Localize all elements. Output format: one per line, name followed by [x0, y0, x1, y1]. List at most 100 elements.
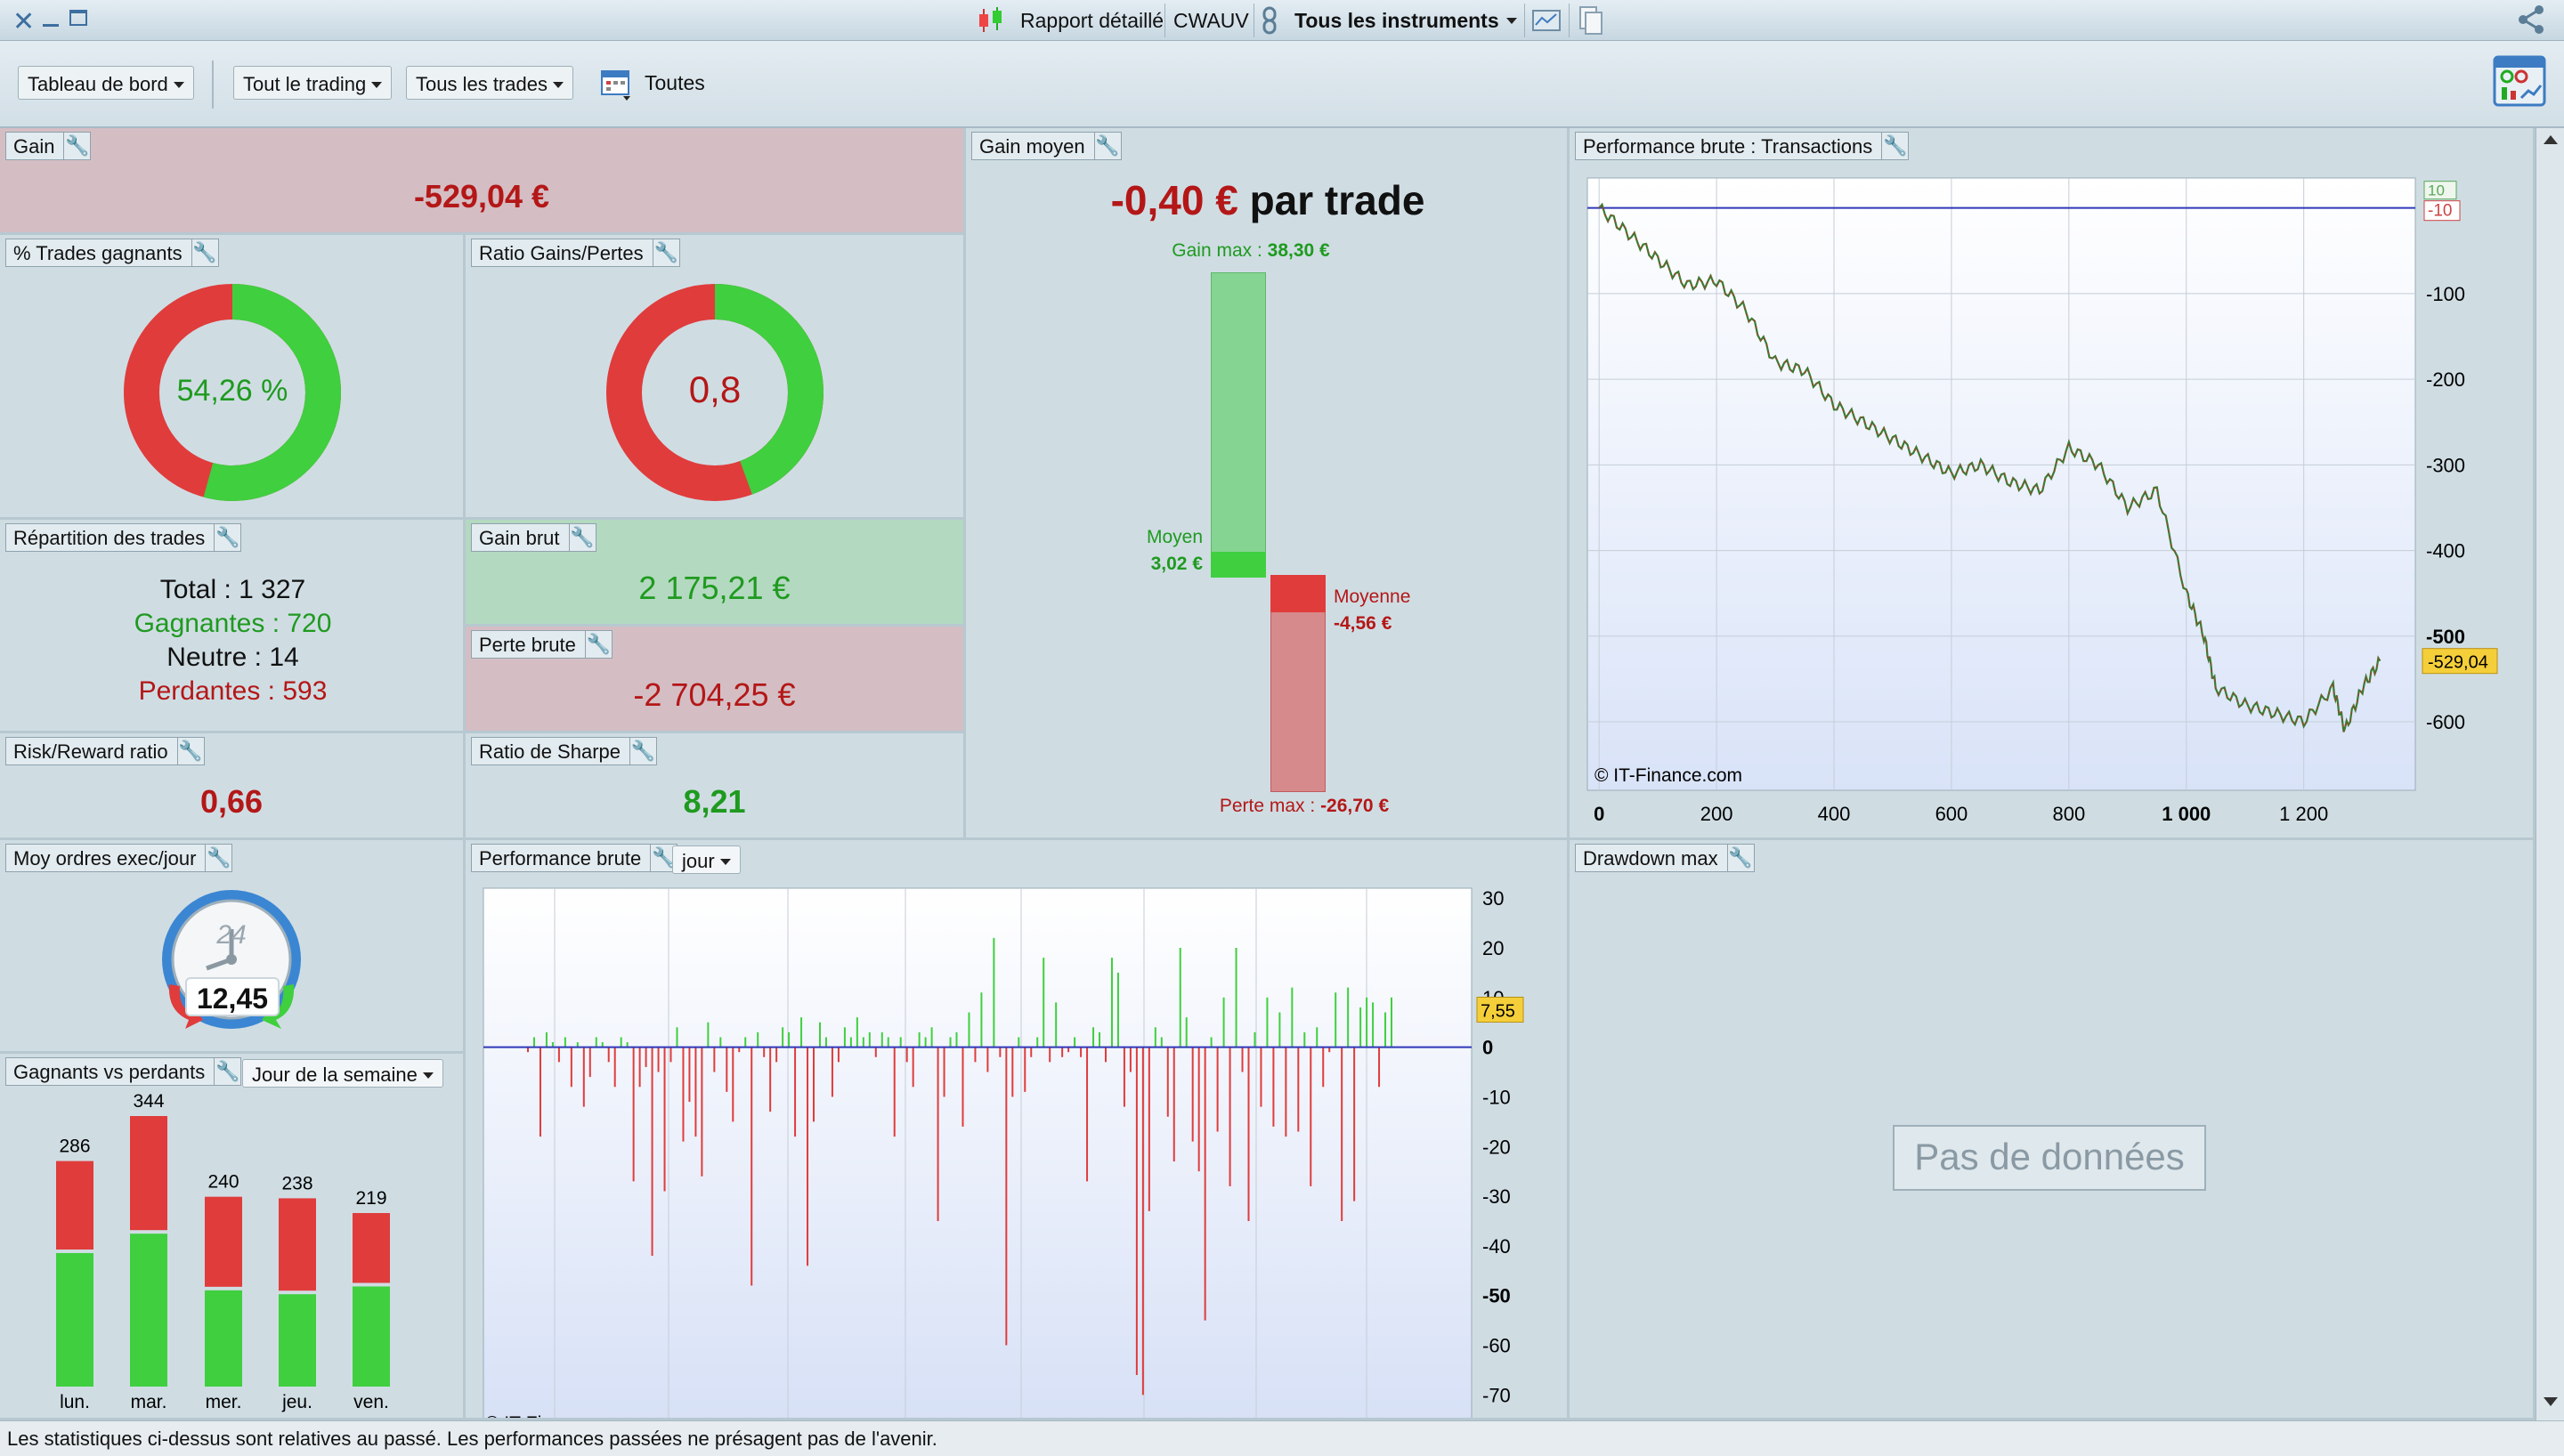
wrench-icon[interactable]: 🔧	[653, 239, 680, 267]
perte-brute-panel: Perte brute 🔧 -2 704,25 €	[466, 627, 966, 733]
gain-moyen-title: Gain moyen	[971, 132, 1095, 160]
loss-bar	[56, 1161, 93, 1250]
instruments-dropdown[interactable]: Tous les instruments	[1294, 9, 1517, 33]
maximize-icon[interactable]	[69, 10, 87, 26]
win-bar	[205, 1290, 242, 1387]
sharpe-value: 8,21	[683, 783, 746, 820]
rr-value: 0,66	[199, 783, 264, 820]
repartition-neutre: Neutre : 14	[166, 643, 299, 672]
gvp-chart: 286 lun. 344 mar. 240 mer. 238 jeu. 219 ven.	[56, 1093, 390, 1412]
scroll-down-icon[interactable]	[2544, 1397, 2558, 1406]
perf-trans-header: Performance brute : Transactions 🔧	[1575, 132, 1910, 160]
chart-window-icon[interactable]	[1531, 7, 1562, 34]
wrench-icon[interactable]: 🔧	[1882, 132, 1910, 160]
wrench-icon[interactable]: 🔧	[177, 737, 205, 765]
detailed-report-button[interactable]: Rapport détaillé	[1020, 9, 1164, 32]
minimize-icon[interactable]	[43, 24, 59, 27]
moyenne-label: Moyenne	[1334, 586, 1411, 607]
clock-icon	[162, 890, 301, 1029]
perte-max-text: Perte max :	[1219, 796, 1321, 816]
sharpe-panel: Ratio de Sharpe 🔧 8,21	[466, 733, 966, 840]
period-dropdown[interactable]: jour	[672, 845, 741, 874]
wrench-icon[interactable]: 🔧	[1094, 132, 1122, 160]
wrench-icon[interactable]: 🔧	[215, 523, 242, 552]
trading-label: Tout le trading	[243, 73, 367, 95]
category-label: mar.	[131, 1392, 167, 1412]
moyen-label: Moyen	[1146, 527, 1203, 547]
vertical-scrollbar[interactable]	[2536, 128, 2564, 1420]
hi-label-box	[2423, 181, 2457, 200]
link-icon[interactable]	[1261, 5, 1280, 36]
chevron-down-icon	[173, 82, 184, 88]
wrench-icon[interactable]: 🔧	[191, 239, 219, 267]
moy-ordres-value: 12,45	[185, 977, 280, 1016]
document-icon[interactable]	[1578, 5, 1604, 36]
period-label[interactable]: Toutes	[645, 71, 705, 94]
wrench-icon[interactable]: 🔧	[585, 630, 613, 659]
close-icon[interactable]: ✕	[12, 7, 36, 36]
weekday-label: Jour de la semaine	[252, 1064, 418, 1086]
y-tick-label: 0	[1482, 1037, 1493, 1059]
calendar-icon[interactable]	[600, 68, 636, 103]
perf-brute-header: Performance brute 🔧	[471, 844, 678, 872]
sharpe-header: Ratio de Sharpe 🔧	[471, 737, 657, 765]
x-tick-label: 400	[1818, 803, 1851, 825]
x-tick-label: 800	[2052, 803, 2085, 825]
title-bar	[0, 0, 2564, 41]
clock-number: 24	[216, 920, 247, 950]
gain-moyen-header: Gain moyen 🔧	[971, 132, 1122, 160]
chevron-down-icon	[552, 82, 564, 88]
chevron-down-icon	[719, 859, 731, 865]
dashboard-settings-icon[interactable]	[2491, 52, 2550, 110]
gain-panel-header: Gain 🔧	[5, 132, 92, 160]
category-label: lun.	[60, 1392, 90, 1412]
wrench-icon[interactable]: 🔧	[569, 523, 596, 552]
win-pct-title: % Trades gagnants	[5, 239, 192, 267]
y-tick-label: -40	[1482, 1235, 1511, 1258]
ratio-gp-arc	[606, 284, 824, 501]
x-tick-label: 1 200	[2279, 803, 2328, 825]
y-tick-label: -300	[2426, 454, 2465, 476]
y-tick-label: -500	[2426, 626, 2465, 648]
trades-dropdown[interactable]: Tous les trades	[406, 66, 573, 100]
gain-brut-panel: Gain brut 🔧 2 175,21 €	[466, 520, 966, 627]
perf-brute-chart: aoûtsept.oct.nov.déc.2021févr.mars302010…	[483, 887, 1524, 1418]
ratio-gp-title: Ratio Gains/Pertes	[471, 239, 653, 267]
perf-trans-title: Performance brute : Transactions	[1575, 132, 1883, 160]
chevron-down-icon	[371, 82, 383, 88]
y-tick-label: -200	[2426, 368, 2465, 391]
trading-dropdown[interactable]: Tout le trading	[233, 66, 393, 100]
ratio-gp-donut	[606, 284, 824, 501]
wrench-icon[interactable]: 🔧	[215, 1057, 242, 1086]
gain-moyen-panel: Gain moyen 🔧 -0,40 € par trade Gain max :…	[966, 128, 1570, 840]
win-bar	[353, 1286, 390, 1387]
repartition-total: Total : 1 327	[159, 575, 306, 604]
gain-max-bar	[1211, 272, 1266, 562]
loss-bar	[279, 1198, 316, 1291]
wrench-icon[interactable]: 🔧	[630, 737, 657, 765]
ticker-label[interactable]: CWAUV	[1173, 9, 1249, 32]
moy-ordres-title: Moy ordres exec/jour	[5, 844, 207, 872]
wrench-icon[interactable]: 🔧	[206, 844, 233, 872]
wrench-icon[interactable]: 🔧	[64, 132, 92, 160]
loss-bar	[353, 1213, 390, 1283]
drawdown-header: Drawdown max 🔧	[1575, 844, 1755, 872]
perte-brute-header: Perte brute 🔧	[471, 630, 613, 659]
wrench-icon[interactable]: 🔧	[1727, 844, 1755, 872]
last-value-label: 7,55	[1481, 1001, 1515, 1021]
perte-brute-title: Perte brute	[471, 630, 586, 659]
moyenne-bar	[1270, 575, 1326, 612]
perf-trans-chart: 0 200 400 600 800 1 000 1 200 -100 -200 -300 -400 -…	[1586, 177, 2498, 825]
share-icon[interactable]	[2516, 4, 2546, 36]
y-tick-label: -100	[2426, 283, 2465, 305]
y-tick-label: -20	[1482, 1136, 1511, 1158]
weekday-dropdown[interactable]: Jour de la semaine	[242, 1059, 443, 1088]
dashboard-dropdown[interactable]: Tableau de bord	[18, 66, 194, 100]
moyenne-value: -4,56 €	[1334, 613, 1392, 634]
gain-max-label: Gain max : 38,30 €	[1144, 240, 1358, 262]
y-tick-label: -10	[1482, 1086, 1511, 1108]
scroll-up-icon[interactable]	[2543, 135, 2558, 144]
loss-bar	[130, 1116, 167, 1231]
divider	[212, 61, 214, 109]
chevron-down-icon	[1505, 18, 1517, 24]
